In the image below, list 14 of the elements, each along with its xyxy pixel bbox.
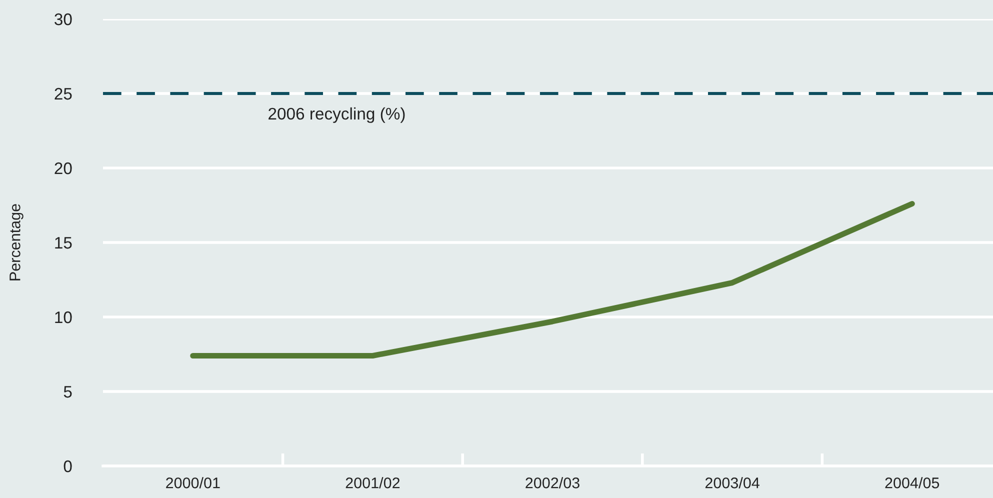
y-tick-label: 25 (54, 88, 72, 100)
y-tick-label: 0 (64, 460, 72, 472)
x-tick-label: 2000/01 (166, 477, 220, 488)
y-tick-label: 20 (54, 162, 72, 174)
x-tick-label: 2003/04 (705, 477, 760, 488)
x-tick-label: 2001/02 (346, 477, 400, 488)
x-tick-label: 2002/03 (526, 477, 580, 488)
ref-line-label: 2006 recycling (%) (268, 107, 405, 123)
y-tick-label: 10 (55, 311, 72, 324)
y-axis-title: Percentage (10, 204, 24, 280)
y-tick-label: 30 (54, 13, 72, 26)
x-tick-label: 2004/05 (885, 477, 940, 488)
y-tick-label: 15 (55, 237, 72, 249)
y-tick-label: 5 (64, 386, 72, 398)
